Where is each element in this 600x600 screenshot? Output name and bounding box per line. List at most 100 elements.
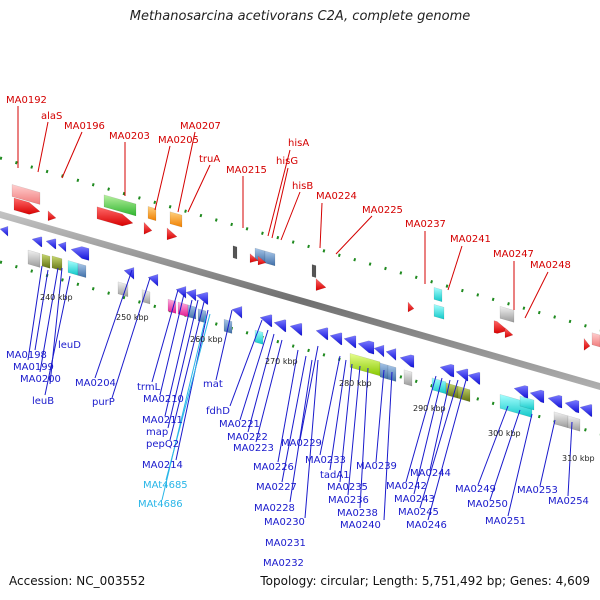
gene-label[interactable]: MA0248 (530, 260, 571, 271)
gene-feature[interactable] (499, 306, 515, 323)
gene-label[interactable]: MAt4686 (138, 499, 183, 510)
gene-label[interactable]: MA0196 (64, 121, 105, 132)
gene-feature[interactable] (117, 281, 129, 298)
gene-label[interactable]: MA0247 (493, 249, 534, 260)
top-strand-labels[interactable]: MA0192 alaS MA0196 MA0203 MA0205 MA0207 … (6, 95, 571, 271)
gene-feature[interactable] (591, 332, 600, 348)
gene-label[interactable]: MA0203 (109, 131, 150, 142)
bottom-strand-labels[interactable]: leuD MA0198 MA0199 MA0200 leuB MA0204 pu… (6, 340, 589, 569)
gene-feature[interactable] (231, 306, 243, 319)
gene-feature[interactable] (57, 241, 67, 253)
gene-feature[interactable] (315, 327, 329, 341)
gene-feature[interactable] (455, 368, 469, 382)
gene-feature[interactable] (547, 394, 563, 409)
gene-label[interactable]: MA0232 (263, 558, 304, 569)
gene-feature[interactable] (166, 227, 178, 241)
gene-label[interactable]: MA0198 (6, 350, 47, 361)
gene-label[interactable]: MA0225 (362, 205, 403, 216)
gene-feature[interactable] (103, 194, 137, 217)
gene-label[interactable]: fdhD (206, 406, 230, 417)
gene-label[interactable]: hisB (292, 181, 313, 192)
gene-label[interactable]: leuD (58, 340, 81, 351)
gene-feature[interactable] (467, 371, 481, 385)
gene-label[interactable]: MA0229 (281, 438, 322, 449)
gene-feature[interactable] (407, 301, 415, 313)
gene-feature[interactable] (343, 335, 357, 349)
gene-feature[interactable] (47, 210, 57, 222)
gene-feature[interactable] (311, 264, 317, 278)
gene-label[interactable]: MA0210 (143, 394, 184, 405)
gene-feature[interactable] (259, 314, 273, 328)
gene-label[interactable]: MA0230 (264, 517, 305, 528)
rna-labels[interactable]: MAt4685 MAt4686 (138, 480, 188, 510)
gene-feature[interactable] (289, 322, 303, 336)
gene-feature[interactable] (185, 288, 197, 302)
gene-features[interactable] (0, 184, 600, 432)
gene-feature[interactable] (513, 385, 529, 399)
gene-label[interactable]: pepQ2 (146, 439, 179, 450)
gene-label[interactable]: alaS (41, 111, 62, 122)
gene-feature[interactable] (439, 363, 455, 378)
gene-feature[interactable] (493, 320, 509, 334)
gene-label[interactable]: MA0226 (253, 462, 294, 473)
gene-label[interactable]: MAt4685 (143, 480, 188, 491)
gene-label[interactable]: MA0221 (219, 419, 260, 430)
gene-label[interactable]: truA (199, 154, 220, 165)
gene-label[interactable]: hisA (288, 138, 309, 149)
gene-label[interactable]: MA0236 (328, 495, 369, 506)
gene-feature[interactable] (399, 354, 415, 369)
gene-label[interactable]: MA0240 (340, 520, 381, 531)
gene-label[interactable]: MA0223 (233, 443, 274, 454)
gene-label[interactable]: map (146, 427, 168, 438)
gene-label[interactable]: mat (203, 379, 223, 390)
gene-feature[interactable] (70, 246, 90, 261)
gene-label[interactable]: MA0239 (356, 461, 397, 472)
gene-feature[interactable] (31, 236, 43, 248)
gene-label[interactable]: hisG (276, 156, 298, 167)
gene-label[interactable]: MA0204 (75, 378, 116, 389)
gene-label[interactable]: MA0227 (256, 482, 297, 493)
gene-feature[interactable] (45, 238, 57, 250)
gene-feature[interactable] (11, 184, 41, 205)
gene-feature[interactable] (529, 389, 545, 404)
gene-feature[interactable] (403, 369, 413, 387)
gene-feature[interactable] (329, 332, 343, 346)
gene-label[interactable]: MA0205 (158, 135, 199, 146)
gene-feature[interactable] (27, 249, 41, 268)
gene-feature[interactable] (51, 255, 63, 272)
gene-feature[interactable] (357, 340, 375, 355)
gene-feature[interactable] (579, 404, 593, 418)
gene-label[interactable]: MA0214 (142, 460, 183, 471)
gene-feature[interactable] (264, 250, 276, 267)
gene-feature[interactable] (13, 197, 41, 215)
gene-label[interactable]: MA0242 (386, 481, 427, 492)
gene-feature[interactable] (143, 221, 153, 235)
gene-feature[interactable] (169, 211, 183, 228)
gene-label[interactable]: leuB (32, 396, 54, 407)
gene-label[interactable]: MA0211 (142, 415, 183, 426)
gene-label[interactable]: MA0251 (485, 516, 526, 527)
gene-label[interactable]: MA0235 (327, 482, 368, 493)
gene-feature[interactable] (147, 206, 157, 222)
gene-feature[interactable] (249, 253, 259, 263)
gene-feature[interactable] (77, 263, 87, 278)
gene-feature[interactable] (583, 337, 591, 351)
gene-label[interactable]: MA0237 (405, 219, 446, 230)
gene-label[interactable]: MA0250 (467, 499, 508, 510)
gene-label[interactable]: trmL (137, 382, 161, 393)
gene-feature[interactable] (553, 411, 569, 429)
gene-feature[interactable] (315, 278, 327, 291)
gene-feature[interactable] (67, 260, 79, 276)
gene-label[interactable]: MA0222 (227, 432, 268, 443)
gene-label[interactable]: MA0200 (20, 374, 61, 385)
gene-feature[interactable] (349, 353, 381, 377)
gene-label[interactable]: MA0192 (6, 95, 47, 106)
gene-label[interactable]: MA0207 (180, 121, 221, 132)
gene-label[interactable]: MA0245 (398, 507, 439, 518)
gene-feature[interactable] (147, 273, 159, 287)
gene-label[interactable]: MA0238 (337, 508, 378, 519)
gene-feature[interactable] (141, 289, 151, 305)
gene-label[interactable]: MA0241 (450, 234, 491, 245)
gene-label[interactable]: MA0231 (265, 538, 306, 549)
